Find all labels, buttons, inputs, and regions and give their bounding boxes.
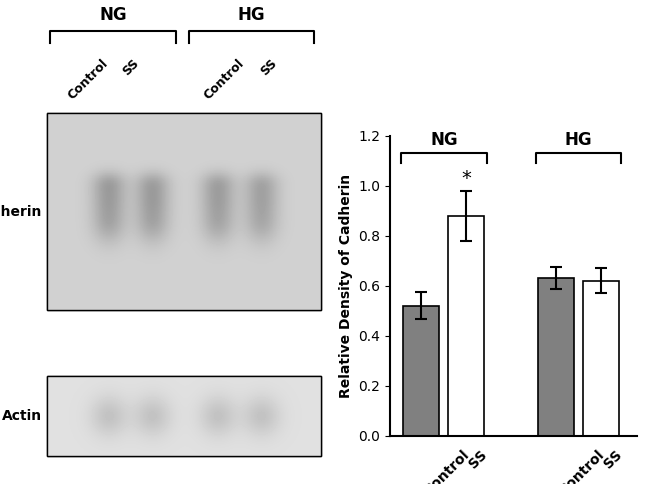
Text: Control: Control [556,448,606,484]
Text: NG: NG [99,6,127,24]
Text: Cadherin: Cadherin [0,205,42,219]
Bar [47,113,321,310]
Bar [47,376,321,456]
Text: Control: Control [421,448,472,484]
Text: SS: SS [258,57,280,78]
Text: HG: HG [238,6,265,24]
Bar [404,305,439,436]
Text: SS: SS [601,448,625,471]
Y-axis label: Relative Density of Cadherin: Relative Density of Cadherin [339,173,353,398]
Text: SS: SS [120,57,141,78]
Bar [448,215,484,436]
Text: Control: Control [201,57,246,102]
Text: NG: NG [430,131,458,149]
Text: *: * [462,169,471,188]
Bar [538,278,574,436]
Bar [47,113,321,310]
Text: Control: Control [66,57,111,102]
Text: SS: SS [466,448,490,471]
Text: Actin: Actin [2,409,42,423]
Text: HG: HG [565,131,592,149]
Bar [583,281,619,436]
Bar [47,376,321,456]
